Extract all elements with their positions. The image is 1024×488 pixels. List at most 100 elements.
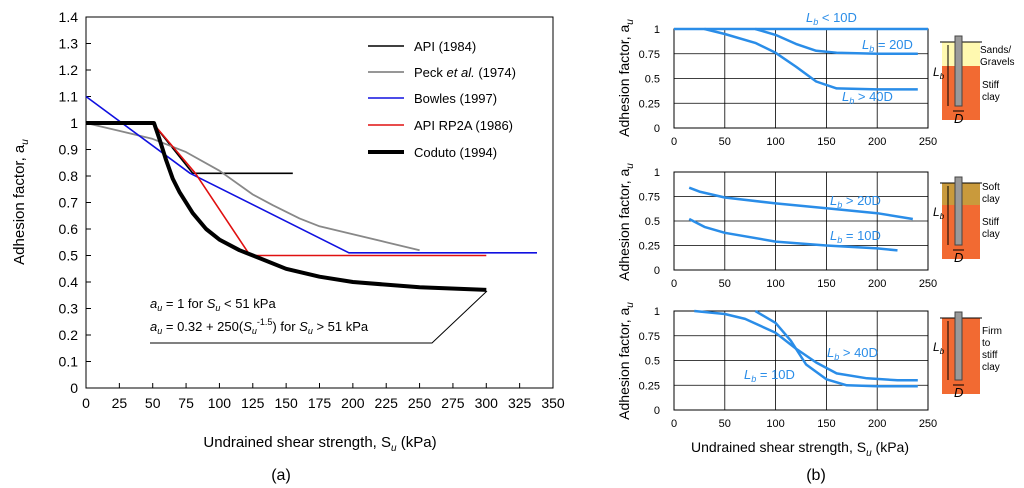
y-tick-label: 0.8 <box>59 168 79 184</box>
y-tick-label: 0.5 <box>645 356 660 368</box>
x-tick-label: 325 <box>508 395 532 411</box>
x-tick-label: 100 <box>766 136 784 148</box>
x-tick-label: 250 <box>919 278 937 290</box>
x-tick-label: 200 <box>868 136 886 148</box>
y-tick-label: 0.7 <box>59 195 79 211</box>
x-axis-title-b: Undrained shear strength, Su (kPa) <box>691 439 909 459</box>
x-tick-label: 50 <box>719 418 731 430</box>
x-tick-label: 250 <box>408 395 432 411</box>
series-line-b3-lb-40d <box>694 309 918 382</box>
series-label-l: L <box>830 193 837 208</box>
series-label-post: > 40D <box>854 89 893 104</box>
pile-diameter-label: D <box>954 385 963 400</box>
legend-label-api-1984: API (1984) <box>414 39 476 54</box>
series-label-b3-lb-10d: Lb = 10D <box>744 367 795 384</box>
series-label-post: = 10D <box>756 367 795 382</box>
y-tick-label: 0.25 <box>639 380 660 392</box>
soil-layer-label: clay <box>982 92 1000 103</box>
series-line-b1-lb-20d <box>754 27 918 56</box>
y-title-b1-text: Adhesion factor, a <box>616 25 632 137</box>
x-title-a-text: Undrained shear strength, S <box>203 434 391 451</box>
y-tick-label: 1 <box>654 24 660 36</box>
x-tick-label: 250 <box>919 418 937 430</box>
pile-length-label: Lb <box>933 340 945 356</box>
formula-leader-line <box>150 290 488 344</box>
x-tick-label: 25 <box>112 395 128 411</box>
pile-length-sub: b <box>940 72 945 81</box>
series-label-sub: b <box>837 235 842 245</box>
y-tick-label: 0.25 <box>639 241 660 253</box>
formula2-mid2: ) for <box>272 319 299 334</box>
y-tick-label: 0.5 <box>645 216 660 228</box>
formula1-a: a <box>150 296 157 311</box>
formula1-s-sub: u <box>215 303 220 313</box>
formula1-mid: = 1 for <box>162 296 206 311</box>
x-tick-label: 275 <box>441 395 465 411</box>
formula-annotation: au = 1 for Su < 51 kPa au = 0.32 + 250(S… <box>150 290 488 344</box>
soil-layer-label: clay <box>982 229 1000 240</box>
soil-layer-label: Gravels <box>980 57 1014 68</box>
y-title-b2-sub: u <box>625 163 636 169</box>
pile-length-l: L <box>933 65 940 79</box>
y-tick-label: 0 <box>70 380 78 396</box>
formula1-end: < 51 kPa <box>220 296 276 311</box>
x-tick-label: 100 <box>766 418 784 430</box>
x-tick-label: 300 <box>475 395 499 411</box>
pile-diameter-label: D <box>954 111 963 126</box>
series-label-l: L <box>744 367 751 382</box>
formula2-s: S <box>243 319 252 334</box>
x-tick-label: 200 <box>868 418 886 430</box>
pile-shaft <box>954 176 963 246</box>
y-tick-label: 0.4 <box>59 274 79 290</box>
series-label-sub: b <box>834 352 839 362</box>
series-label-sub: b <box>837 200 842 210</box>
series-label-b1-lb-10d: Lb < 10D <box>806 10 857 27</box>
series-label-sub: b <box>751 374 756 384</box>
pile-length-l: L <box>933 205 940 219</box>
y-axis-title-b3: Adhesion factor, au <box>616 302 636 420</box>
y-tick-label: 0 <box>654 405 660 417</box>
y-tick-label: 1 <box>70 115 78 131</box>
y-tick-label: 0.3 <box>59 301 79 317</box>
y-tick-label: 0.25 <box>639 98 660 110</box>
pile-shaft <box>954 311 963 381</box>
x-title-b-sub: u <box>866 448 872 459</box>
legend-label-peck: Peck et al. (1974) <box>414 65 516 80</box>
x-tick-label: 150 <box>274 395 298 411</box>
x-tick-label: 50 <box>719 136 731 148</box>
formula2-a: a <box>150 319 157 334</box>
pile-length-label: Lb <box>933 65 945 81</box>
series-line-coduto-1994 <box>86 121 487 292</box>
x-title-a-sub: u <box>391 443 397 454</box>
y-tick-label: 1 <box>654 167 660 179</box>
soil-layer-label: Soft <box>982 182 1000 193</box>
pile-length-sub: b <box>940 212 945 221</box>
series-line-b3-lb-10d <box>754 309 918 388</box>
series-label-sub: b <box>849 96 854 106</box>
y-tick-label: 0.75 <box>639 331 660 343</box>
formula1-a-sub: u <box>157 303 162 313</box>
x-tick-label: 100 <box>766 278 784 290</box>
panel-label-b: (b) <box>806 467 826 484</box>
series-label-l: L <box>862 37 869 52</box>
x-tick-label: 150 <box>817 136 835 148</box>
soil-layer-label: clay <box>982 362 1000 373</box>
y-tick-label: 0.75 <box>639 49 660 61</box>
x-tick-label: 0 <box>671 418 677 430</box>
x-tick-label: 200 <box>868 278 886 290</box>
y-tick-label: 1 <box>654 306 660 318</box>
y-tick-label: 0.5 <box>645 74 660 86</box>
soil-layer-label: Stiff <box>982 80 999 91</box>
formula2-exp: -1.5 <box>257 317 273 327</box>
series-label-l: L <box>827 345 834 360</box>
y-tick-label: 0 <box>654 265 660 277</box>
series-label-l: L <box>806 10 813 25</box>
y-tick-label: 1.2 <box>59 62 79 78</box>
x-tick-label: 0 <box>671 136 677 148</box>
formula2-s-sub: u <box>252 326 257 336</box>
